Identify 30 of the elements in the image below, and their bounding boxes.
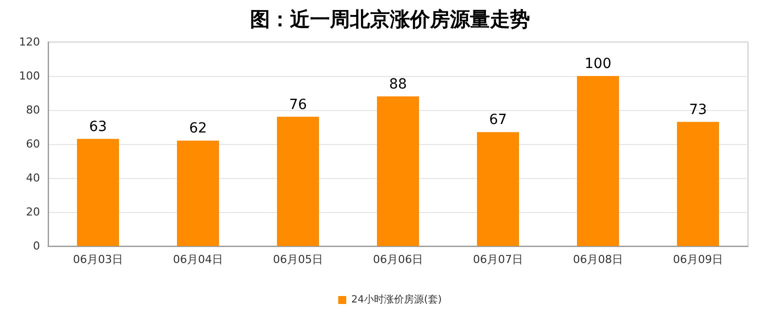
chart-title: 图：近一周北京涨价房源量走势 bbox=[250, 7, 530, 31]
x-tick-label: 06月08日 bbox=[573, 253, 623, 266]
x-tick-label: 06月07日 bbox=[473, 253, 523, 266]
data-label: 76 bbox=[289, 96, 307, 113]
y-tick-label: 80 bbox=[26, 104, 40, 116]
bar bbox=[577, 76, 619, 246]
y-tick-label: 0 bbox=[33, 240, 40, 252]
data-label: 73 bbox=[689, 102, 707, 118]
x-tick-label: 06月03日 bbox=[73, 253, 123, 266]
data-label: 88 bbox=[389, 76, 407, 92]
bar bbox=[77, 138, 119, 246]
bar bbox=[677, 122, 719, 246]
y-tick-label: 100 bbox=[19, 70, 40, 82]
x-tick-label: 06月05日 bbox=[273, 253, 323, 266]
y-tick-label: 40 bbox=[26, 172, 40, 184]
x-tick-label: 06月04日 bbox=[173, 253, 223, 266]
data-label: 67 bbox=[489, 112, 507, 128]
data-label: 63 bbox=[89, 118, 107, 135]
bar bbox=[477, 132, 519, 246]
y-tick-label: 120 bbox=[19, 36, 40, 48]
x-tick-label: 06月09日 bbox=[673, 253, 723, 266]
y-tick-label: 60 bbox=[26, 138, 40, 150]
data-label: 62 bbox=[189, 120, 207, 137]
bar bbox=[377, 96, 419, 246]
data-label: 100 bbox=[584, 56, 612, 72]
legend-label: 24小时涨价房源(套) bbox=[351, 294, 442, 306]
bar bbox=[177, 140, 219, 246]
bar bbox=[277, 116, 319, 246]
y-tick-label: 20 bbox=[26, 206, 40, 218]
x-tick-label: 06月06日 bbox=[373, 253, 423, 266]
